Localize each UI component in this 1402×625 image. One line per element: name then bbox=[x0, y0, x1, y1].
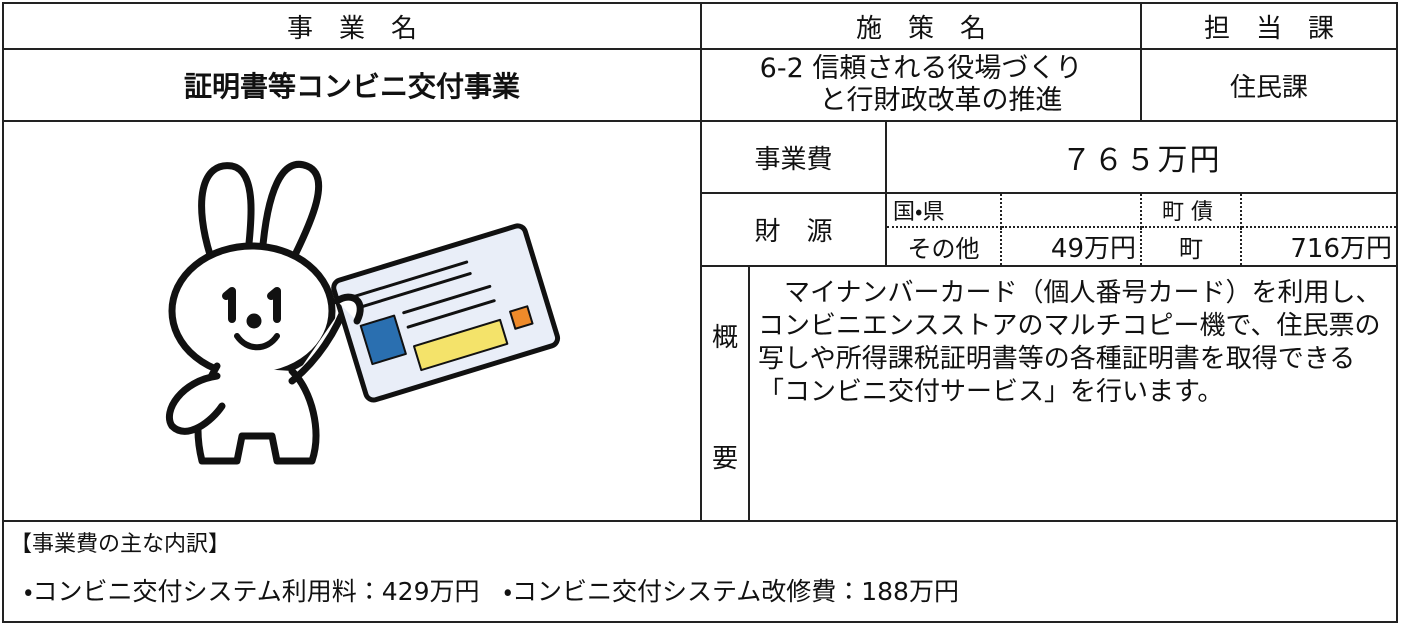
breakdown-item: ・コンビニ交付システム改修費：188万円 bbox=[503, 577, 959, 606]
cell: 概 要 bbox=[700, 265, 750, 522]
cell: 証明書等コンビニ交付事業 bbox=[2, 48, 702, 122]
breakdown-items: ・コンビニ交付システム利用料：429万円 ・コンビニ交付システム改修費：188万円 bbox=[10, 572, 1390, 608]
funding-value bbox=[1002, 194, 1142, 228]
cell: 財 源 bbox=[700, 192, 887, 267]
label: 事業費 bbox=[754, 144, 833, 175]
image-cell bbox=[2, 120, 702, 522]
label: 要 bbox=[711, 444, 738, 474]
breakdown-item: ・コンビニ交付システム利用料：429万円 bbox=[24, 577, 480, 606]
label: 概 bbox=[711, 323, 738, 353]
cell: 事業費 bbox=[700, 120, 887, 194]
funding-label: 町 債 bbox=[1142, 194, 1242, 228]
text: 716万円 bbox=[1290, 234, 1392, 264]
text: その他 bbox=[907, 235, 980, 263]
text: 49万円 bbox=[1050, 234, 1136, 264]
funding-label: 町 bbox=[1142, 228, 1242, 265]
header-text: 事 業 名 bbox=[286, 13, 417, 44]
cell: 6-2 信頼される役場づくり と行財政改革の推進 bbox=[700, 48, 1142, 122]
project-name: 証明書等コンビニ交付事業 bbox=[183, 70, 520, 103]
funding-value bbox=[1242, 194, 1396, 228]
funding-label: 国・県 bbox=[887, 194, 1002, 228]
cost-value: ７６５万円 bbox=[1061, 143, 1222, 178]
funding-label: その他 bbox=[887, 228, 1002, 265]
header-text: 担 当 課 bbox=[1203, 13, 1334, 44]
policy-line: と行財政改革の推進 bbox=[819, 85, 1063, 116]
overview-text: マイナンバーカード（個人番号カード）を利用し、コンビニエンスストアのマルチコピー… bbox=[758, 278, 1382, 407]
text: 町 債 bbox=[1162, 200, 1213, 225]
mascot bbox=[165, 160, 561, 465]
cell: 住民課 bbox=[1140, 48, 1398, 122]
cell: マイナンバーカード（個人番号カード）を利用し、コンビニエンスストアのマルチコピー… bbox=[748, 265, 1398, 522]
header-text: 施 策 名 bbox=[855, 13, 986, 44]
header-cell: 事 業 名 bbox=[2, 2, 702, 50]
funding-value: 49万円 bbox=[1002, 228, 1142, 265]
department: 住民課 bbox=[1229, 72, 1308, 103]
funding-value: 716万円 bbox=[1242, 228, 1396, 265]
text: 国・県 bbox=[893, 200, 945, 225]
label: 財 源 bbox=[754, 217, 833, 247]
breakdown-title: 【事業費の主な内訳】 bbox=[10, 532, 231, 557]
cell: ７６５万円 bbox=[885, 120, 1398, 194]
policy-line: 6-2 信頼される役場づくり bbox=[759, 53, 1083, 84]
funding-grid: 国・県 町 債 その他 49万円 町 716万円 bbox=[885, 192, 1398, 267]
breakdown: 【事業費の主な内訳】 ・コンビニ交付システム利用料：429万円 ・コンビニ交付シス… bbox=[2, 520, 1398, 623]
text: 町 bbox=[1179, 235, 1203, 263]
header-cell: 施 策 名 bbox=[700, 2, 1142, 50]
header-cell: 担 当 課 bbox=[1140, 2, 1398, 50]
